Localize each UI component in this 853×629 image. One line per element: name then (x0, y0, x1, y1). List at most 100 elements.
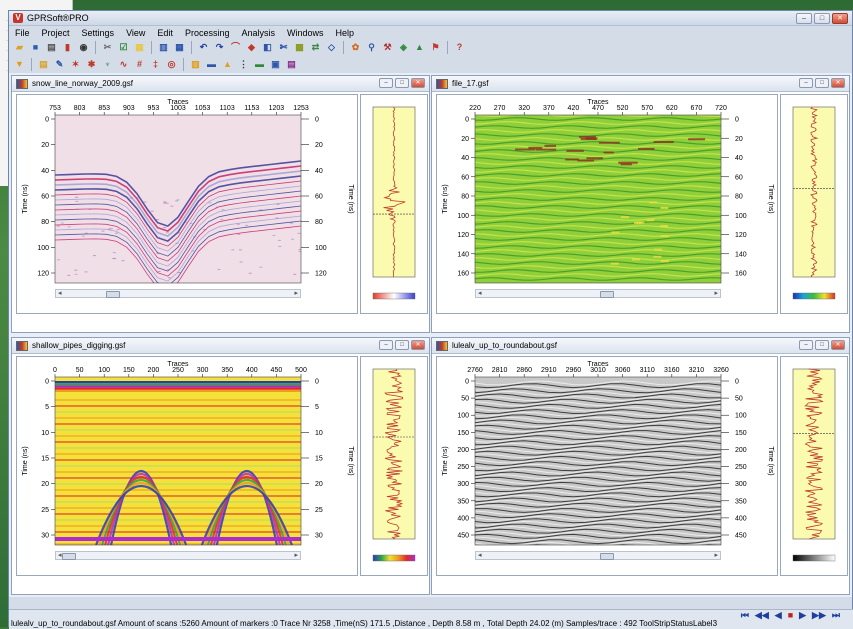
hammer-icon[interactable]: ⚒ (383, 42, 392, 52)
first-trace-button[interactable]: ⏮ (740, 610, 749, 620)
last-trace-button[interactable]: ⏭ (831, 610, 840, 620)
menu-processing[interactable]: Processing (184, 27, 230, 38)
layers-icon[interactable]: ▩ (295, 42, 304, 52)
horizontal-scrollbar[interactable]: ◂ ▸ (475, 289, 721, 298)
zoom-icon[interactable]: ⚲ (368, 42, 375, 52)
child-close-button[interactable]: ✕ (831, 78, 845, 88)
radargram-plot[interactable]: Traces 2760 2810 2860 2910 2960 3010 3060 3110 31… (436, 356, 778, 576)
check-list-icon[interactable]: ☑ (119, 42, 128, 52)
radargram-window[interactable]: snow_line_norway_2009.gsf – □ ✕ Traces 753 803… (11, 75, 430, 333)
radargram-svg[interactable]: Traces 2760 2810 2860 2910 2960 3010 3060 3110 31… (437, 357, 777, 575)
fast-forward-button[interactable]: ▶▶ (812, 610, 826, 620)
menu-view[interactable]: View (126, 27, 146, 38)
scroll-thumb[interactable] (62, 553, 76, 560)
scroll-thumb[interactable] (600, 291, 614, 298)
minimize-button[interactable]: – (796, 13, 812, 24)
cut-icon[interactable]: ✄ (279, 42, 288, 52)
scroll-right-icon[interactable]: ▸ (294, 552, 298, 559)
scroll-thumb[interactable] (600, 553, 614, 560)
notes-icon[interactable]: ▦ (135, 42, 144, 52)
antenna-icon[interactable]: ♆ (104, 59, 111, 69)
save-icon[interactable]: ■ (32, 42, 39, 52)
child-close-button[interactable]: ✕ (411, 78, 425, 88)
horizontal-scrollbar[interactable]: ◂ ▸ (475, 551, 721, 560)
filter-icon[interactable]: ▼ (15, 59, 24, 69)
tools-icon[interactable]: ✂ (103, 42, 112, 52)
scroll-left-icon[interactable]: ◂ (478, 552, 482, 559)
scroll-right-icon[interactable]: ▸ (294, 290, 298, 297)
menu-help[interactable]: Help (335, 27, 355, 38)
radargram-window[interactable]: shallow_pipes_digging.gsf – □ ✕ Traces 0 50 100… (11, 337, 430, 595)
db-icon[interactable]: ▣ (271, 59, 280, 69)
triangle-icon[interactable]: ▲ (223, 59, 232, 69)
redo-icon[interactable]: ↷ (215, 42, 224, 52)
scroll-left-icon[interactable]: ◂ (58, 552, 62, 559)
palette-icon[interactable]: ✿ (351, 42, 360, 52)
camera-icon[interactable]: ◉ (79, 42, 88, 52)
menu-file[interactable]: File (15, 27, 30, 38)
scroll-left-icon[interactable]: ◂ (58, 290, 62, 297)
child-minimize-button[interactable]: – (799, 78, 813, 88)
child-close-button[interactable]: ✕ (831, 340, 845, 350)
pdf-icon[interactable]: ▮ (65, 42, 70, 52)
menu-windows[interactable]: Windows (286, 27, 324, 38)
child-restore-button[interactable]: □ (815, 78, 829, 88)
scroll-left-icon[interactable]: ◂ (478, 290, 482, 297)
dots-icon[interactable]: ⋮ (239, 59, 248, 69)
color-bar-icon[interactable]: ▬ (255, 59, 264, 69)
color-palette-bar[interactable] (372, 554, 416, 562)
export-icon[interactable]: ◇ (328, 42, 335, 52)
cross-hatch-icon[interactable]: ✱ (87, 59, 96, 69)
child-restore-button[interactable]: □ (395, 78, 409, 88)
stop-button[interactable]: ■ (787, 610, 794, 620)
horizontal-scrollbar[interactable]: ◂ ▸ (55, 289, 301, 298)
bars-icon[interactable]: ▥ (191, 59, 200, 69)
child-restore-button[interactable]: □ (815, 340, 829, 350)
color-palette-bar[interactable] (792, 292, 836, 300)
radargram-window[interactable]: file_17.gsf – □ ✕ Traces 220 270 320 370 420 470 52… (431, 75, 850, 333)
radargram-plot[interactable]: Traces 753 803 853 903 953 1003 1053 1103 1153 120… (16, 94, 358, 314)
color-palette-bar[interactable] (792, 554, 836, 562)
book-icon[interactable]: ▤ (287, 59, 296, 69)
print-icon[interactable]: ▤ (47, 42, 56, 52)
radargram-svg[interactable]: Traces 753 803 853 903 953 1003 1053 1103 1153 120… (17, 95, 357, 313)
child-minimize-button[interactable]: – (799, 340, 813, 350)
radargram-svg[interactable]: Traces 220 270 320 370 420 470 520 570 620 670 720 0… (437, 95, 777, 313)
flow-icon[interactable]: ◈ (400, 42, 407, 52)
grid-icon[interactable]: ▥ (159, 42, 168, 52)
menu-analysis[interactable]: Analysis (241, 27, 275, 38)
compare-icon[interactable]: ◧ (263, 42, 272, 52)
child-close-button[interactable]: ✕ (411, 340, 425, 350)
eraser-icon[interactable]: ◆ (248, 42, 255, 52)
trace-icon[interactable]: ‡ (152, 59, 158, 69)
chart-icon[interactable]: ▤ (39, 59, 48, 69)
layer-color-icon[interactable]: ▬ (207, 59, 216, 69)
maximize-button[interactable]: □ (814, 13, 830, 24)
horizontal-scrollbar[interactable]: ◂ ▸ (55, 551, 301, 560)
table-icon[interactable]: ▦ (175, 42, 184, 52)
curve-icon[interactable]: ⌒ (230, 42, 240, 52)
scroll-thumb[interactable] (106, 291, 120, 298)
back-button[interactable]: ◀ (774, 610, 782, 620)
radargram-plot[interactable]: Traces 220 270 320 370 420 470 520 570 620 670 720 0… (436, 94, 778, 314)
radargram-window[interactable]: lulealv_up_to_roundabout.gsf – □ ✕ Traces 276… (431, 337, 850, 595)
mountain-icon[interactable]: ▲ (415, 42, 424, 52)
binary-icon[interactable]: # (136, 59, 142, 69)
menu-project[interactable]: Project (41, 27, 70, 38)
marker-icon[interactable]: ✎ (55, 59, 64, 69)
scroll-right-icon[interactable]: ▸ (714, 290, 718, 297)
fast-back-button[interactable]: ◀◀ (754, 610, 769, 620)
scroll-right-icon[interactable]: ▸ (714, 552, 718, 559)
radargram-plot[interactable]: Traces 0 50 100 150 200 250 300 350 400 450 500 0 0 5 5… (16, 356, 358, 576)
color-palette-bar[interactable] (372, 292, 416, 300)
wave-icon[interactable]: ∿ (119, 59, 128, 69)
play-button[interactable]: ▶ (799, 610, 807, 620)
swap-icon[interactable]: ⇄ (311, 42, 320, 52)
close-button[interactable]: ✕ (832, 13, 848, 24)
menu-settings[interactable]: Settings (81, 27, 115, 38)
help-icon[interactable]: ? (456, 42, 463, 52)
undo-icon[interactable]: ↶ (199, 42, 208, 52)
open-folder-icon[interactable]: ▰ (16, 42, 23, 52)
child-restore-button[interactable]: □ (395, 340, 409, 350)
